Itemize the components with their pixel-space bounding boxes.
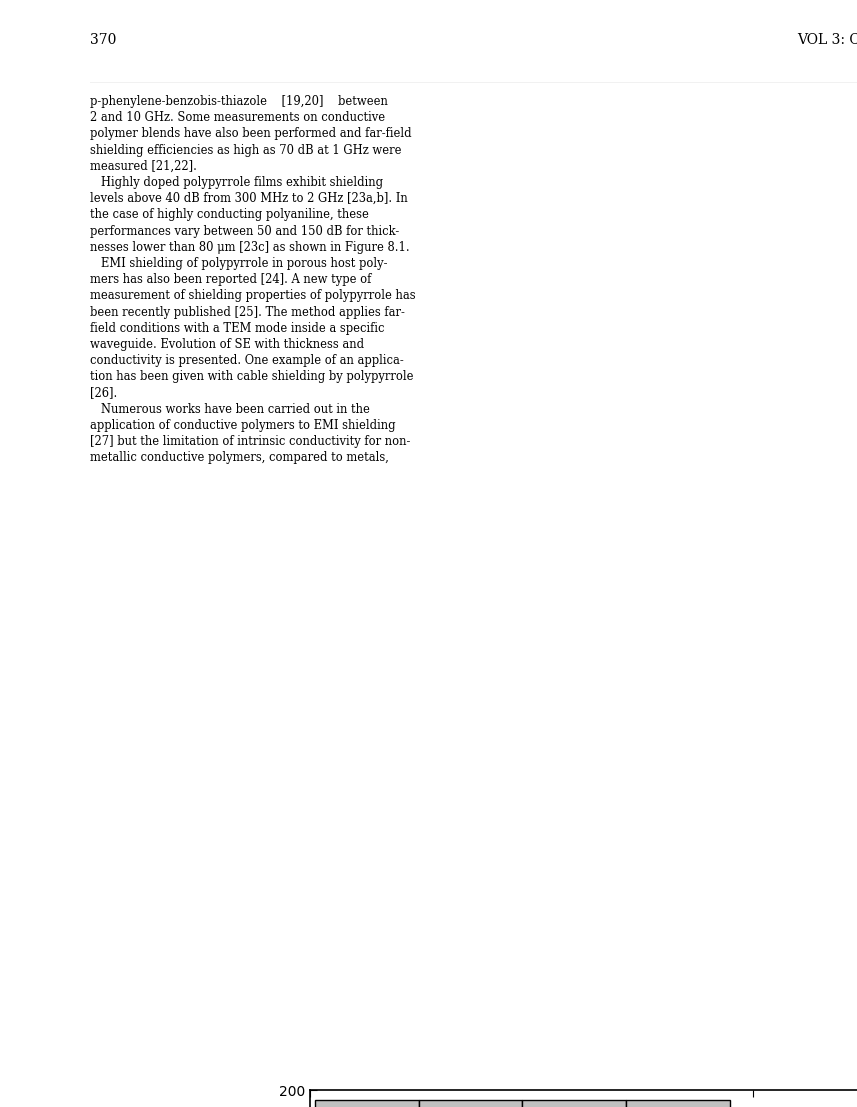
Text: p-phenylene-benzobis-thiazole    [19,20]    between
2 and 10 GHz. Some measureme: p-phenylene-benzobis-thiazole [19,20] be…: [90, 95, 415, 464]
Text: 370: 370: [90, 33, 117, 48]
Text: VOL 3: CONDUCTIVE POLYMERS: SPECTROSCOPY AND PHYSICAL PROPERTIES: VOL 3: CONDUCTIVE POLYMERS: SPECTROSCOPY…: [796, 33, 857, 48]
